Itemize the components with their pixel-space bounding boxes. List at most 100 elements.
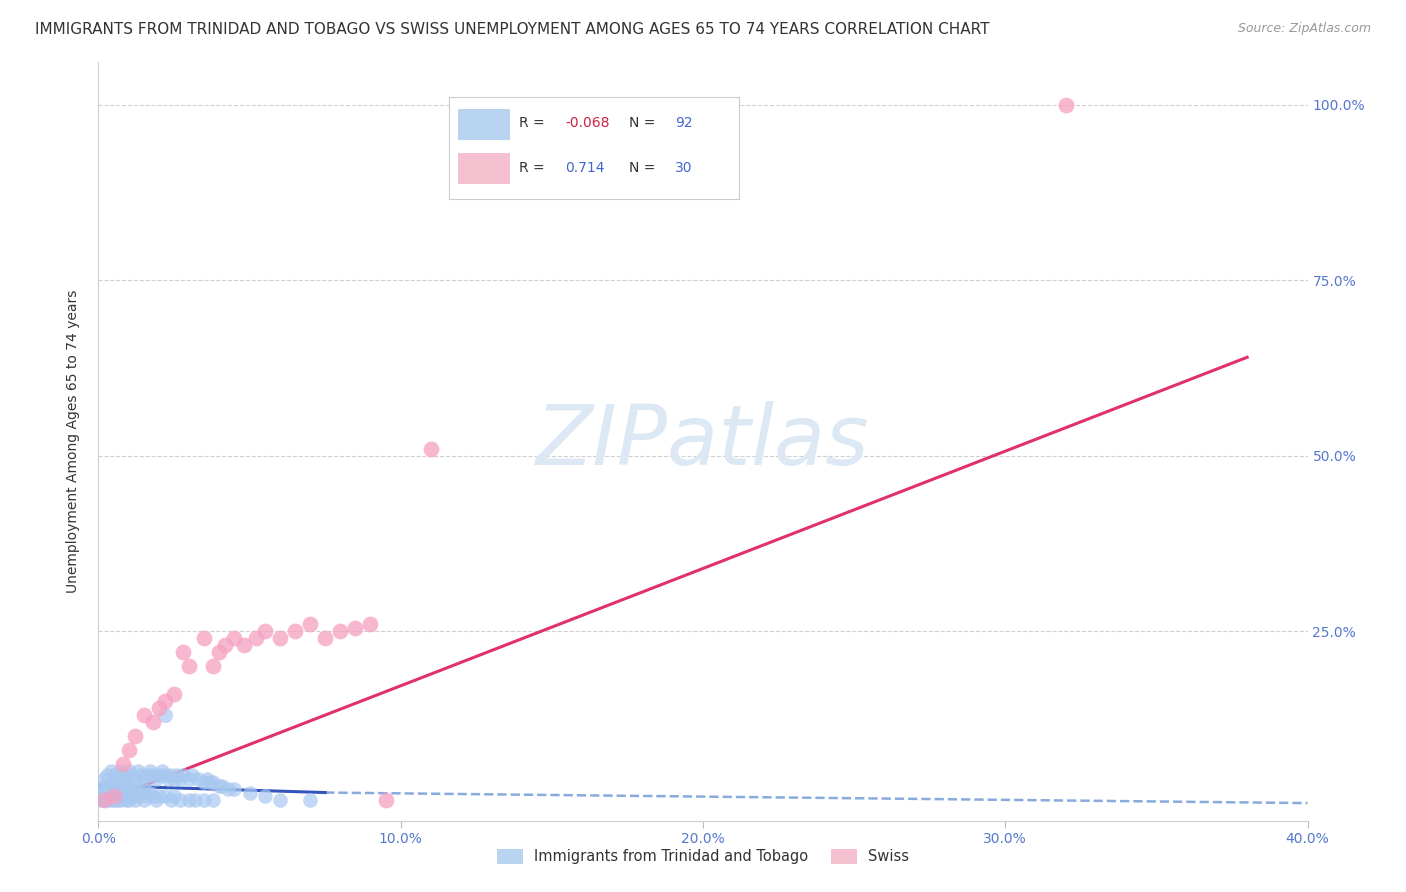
Point (172, 768, 194, 782)
Point (139, 764, 162, 779)
Point (195, 772, 218, 786)
Point (314, 631, 336, 645)
Point (105, 792, 128, 806)
Point (100, 779, 122, 793)
Point (374, 792, 396, 806)
Point (93, 786, 115, 800)
Point (202, 775, 225, 789)
Point (160, 768, 183, 782)
Point (193, 775, 215, 789)
Point (105, 779, 128, 793)
Point (299, 792, 322, 806)
Point (163, 789, 186, 803)
Point (187, 772, 209, 786)
Point (108, 786, 131, 800)
Point (127, 764, 149, 779)
Point (160, 792, 183, 806)
Point (217, 782, 239, 797)
Point (153, 708, 176, 723)
Point (114, 792, 136, 806)
Point (100, 764, 122, 779)
Point (202, 792, 225, 806)
Point (184, 792, 207, 806)
Point (93, 789, 115, 803)
Point (145, 772, 167, 786)
Point (121, 782, 143, 797)
Point (169, 772, 191, 786)
Point (420, 442, 443, 456)
Point (150, 764, 173, 779)
Point (232, 638, 254, 652)
Point (90, 789, 112, 803)
Point (90, 792, 112, 806)
Point (103, 792, 125, 806)
Point (153, 768, 176, 782)
Point (200, 775, 222, 789)
Point (145, 792, 167, 806)
Point (169, 792, 191, 806)
Point (108, 779, 131, 793)
Point (299, 617, 322, 632)
Point (121, 789, 143, 803)
Point (193, 631, 215, 645)
Point (142, 715, 165, 730)
Point (90, 782, 112, 797)
Point (127, 789, 149, 803)
Point (132, 772, 155, 786)
Point (1054, 97, 1077, 112)
Point (329, 624, 352, 639)
Point (96, 768, 118, 782)
Point (224, 631, 246, 645)
Point (142, 789, 165, 803)
Point (118, 786, 141, 800)
Point (111, 768, 134, 782)
Point (103, 789, 125, 803)
Point (93, 792, 115, 806)
Point (132, 782, 155, 797)
Point (344, 621, 367, 635)
Point (148, 701, 170, 715)
Point (156, 772, 179, 786)
Point (103, 768, 125, 782)
Point (96, 792, 118, 806)
Point (214, 638, 236, 652)
Point (124, 782, 146, 797)
Point (193, 792, 215, 806)
Point (111, 757, 134, 772)
Point (269, 631, 291, 645)
Point (129, 786, 152, 800)
Point (93, 779, 115, 793)
Point (360, 617, 382, 632)
Point (111, 782, 134, 797)
Point (139, 786, 162, 800)
Text: IMMIGRANTS FROM TRINIDAD AND TOBAGO VS SWISS UNEMPLOYMENT AMONG AGES 65 TO 74 YE: IMMIGRANTS FROM TRINIDAD AND TOBAGO VS S… (35, 22, 990, 37)
Point (103, 779, 125, 793)
Point (208, 645, 231, 659)
Point (153, 694, 176, 708)
Point (132, 792, 155, 806)
Point (135, 768, 157, 782)
Text: ZIPatlas: ZIPatlas (536, 401, 870, 482)
Point (129, 768, 152, 782)
Point (111, 789, 134, 803)
Point (148, 789, 170, 803)
Point (124, 730, 146, 744)
Point (105, 786, 128, 800)
Point (108, 792, 131, 806)
Point (179, 792, 201, 806)
Point (253, 789, 276, 803)
Point (118, 764, 141, 779)
Point (132, 708, 155, 723)
Point (105, 772, 128, 786)
Point (100, 786, 122, 800)
Point (103, 786, 125, 800)
Point (211, 779, 233, 793)
Point (163, 687, 186, 701)
Point (181, 768, 204, 782)
Point (245, 631, 267, 645)
Point (124, 792, 146, 806)
Text: Source: ZipAtlas.com: Source: ZipAtlas.com (1237, 22, 1371, 36)
Point (142, 768, 165, 782)
Legend: Immigrants from Trinidad and Tobago, Swiss: Immigrants from Trinidad and Tobago, Swi… (491, 843, 915, 871)
Point (163, 772, 186, 786)
